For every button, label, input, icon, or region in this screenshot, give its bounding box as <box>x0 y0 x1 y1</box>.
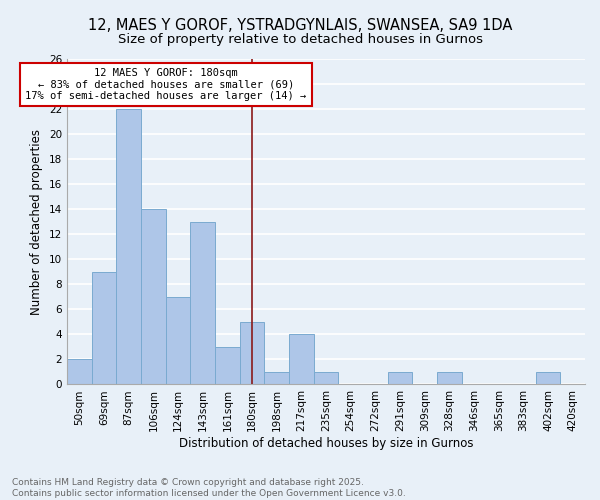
X-axis label: Distribution of detached houses by size in Gurnos: Distribution of detached houses by size … <box>179 437 473 450</box>
Text: 12 MAES Y GOROF: 180sqm
← 83% of detached houses are smaller (69)
17% of semi-de: 12 MAES Y GOROF: 180sqm ← 83% of detache… <box>25 68 307 101</box>
Bar <box>289 334 314 384</box>
Bar <box>265 372 289 384</box>
Bar <box>67 360 92 384</box>
Text: Contains HM Land Registry data © Crown copyright and database right 2025.
Contai: Contains HM Land Registry data © Crown c… <box>12 478 406 498</box>
Bar <box>437 372 461 384</box>
Bar <box>536 372 560 384</box>
Bar <box>166 297 190 384</box>
Text: Size of property relative to detached houses in Gurnos: Size of property relative to detached ho… <box>118 32 482 46</box>
Text: 12, MAES Y GOROF, YSTRADGYNLAIS, SWANSEA, SA9 1DA: 12, MAES Y GOROF, YSTRADGYNLAIS, SWANSEA… <box>88 18 512 32</box>
Bar <box>314 372 338 384</box>
Bar <box>240 322 265 384</box>
Bar <box>388 372 412 384</box>
Y-axis label: Number of detached properties: Number of detached properties <box>31 128 43 314</box>
Bar <box>190 222 215 384</box>
Bar <box>92 272 116 384</box>
Bar <box>116 109 141 384</box>
Bar <box>215 347 240 385</box>
Bar <box>141 209 166 384</box>
